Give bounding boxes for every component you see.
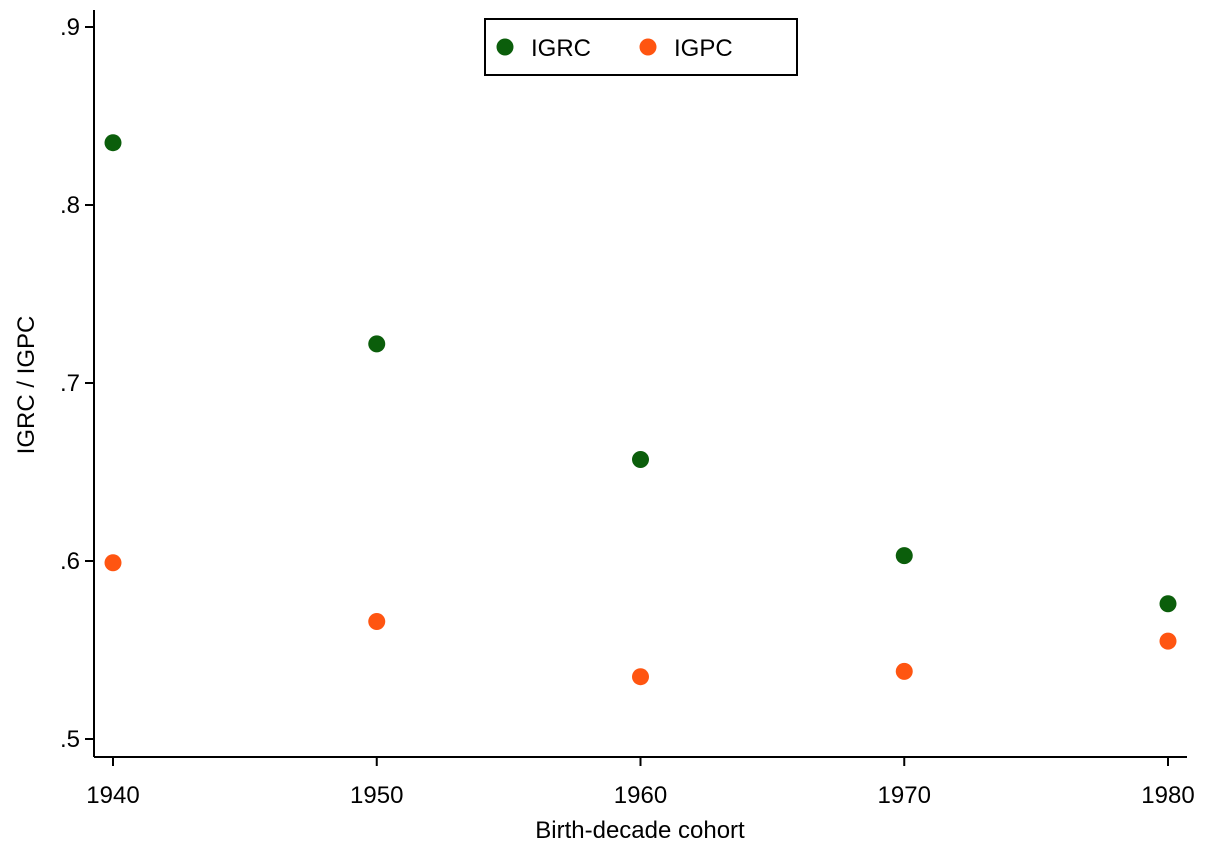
point-igpc [104, 554, 122, 572]
y-tick-label: .6 [60, 548, 80, 575]
x-tick-label: 1950 [350, 782, 403, 809]
point-igpc [895, 662, 913, 680]
y-tick-label: .7 [60, 370, 80, 397]
point-igrc [895, 547, 913, 565]
point-igrc [632, 451, 649, 469]
x-axis-title: Birth-decade cohort [535, 817, 745, 844]
legend: IGRC IGPC [484, 18, 798, 76]
legend-marker-igrc [496, 38, 514, 56]
point-igrc [1159, 595, 1177, 613]
point-igpc [368, 613, 386, 631]
point-igpc [1159, 632, 1177, 650]
legend-label-igpc: IGPC [674, 35, 733, 62]
x-tick-label: 1940 [86, 782, 139, 809]
axes: .5 .6 .7 .8 .9 1940 1950 1960 1970 1980 [60, 10, 1195, 809]
y-tick-label: .5 [60, 726, 80, 753]
point-igrc [368, 335, 386, 353]
x-tick-label: 1980 [1141, 782, 1194, 809]
y-tick-label: .9 [60, 14, 80, 41]
legend-marker-igpc [639, 38, 657, 56]
point-igrc [104, 134, 122, 152]
x-tick-label: 1970 [878, 782, 931, 809]
y-tick-label: .8 [60, 192, 80, 219]
y-axis-title: IGRC / IGPC [13, 316, 40, 455]
point-igpc [632, 668, 649, 686]
data-points [104, 134, 1177, 686]
x-tick-label: 1960 [614, 782, 667, 809]
legend-label-igrc: IGRC [531, 35, 591, 62]
